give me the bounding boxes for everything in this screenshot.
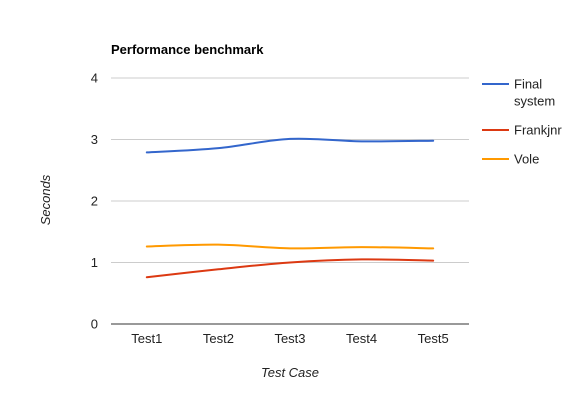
legend-label: Frankjnr xyxy=(514,123,562,138)
x-tick-label: Test4 xyxy=(346,331,377,346)
series-line-final-system xyxy=(145,137,435,154)
x-tick-label: Test5 xyxy=(418,331,449,346)
series-line-vole xyxy=(145,243,435,250)
y-tick-label: 4 xyxy=(91,71,98,86)
legend-label: Vole xyxy=(514,152,539,167)
x-tick-label: Test2 xyxy=(203,331,234,346)
legend-item-frankjnr: Frankjnr xyxy=(482,123,562,138)
series-line-frankjnr xyxy=(145,258,435,279)
series-lines xyxy=(145,137,435,279)
legend-item-vole: Vole xyxy=(482,152,539,167)
x-axis-title: Test Case xyxy=(261,365,319,380)
y-tick-label: 2 xyxy=(91,194,98,209)
legend-label: system xyxy=(514,94,555,109)
y-tick-label: 3 xyxy=(91,132,98,147)
y-tick-label: 1 xyxy=(91,255,98,270)
legend: Final system Frankjnr Vole xyxy=(482,77,562,167)
legend-label: Final xyxy=(514,77,542,92)
x-tick-label: Test3 xyxy=(274,331,305,346)
x-tick-label: Test1 xyxy=(131,331,162,346)
x-axis-ticks: Test1 Test2 Test3 Test4 Test5 xyxy=(131,331,448,346)
y-tick-label: 0 xyxy=(91,317,98,332)
y-axis-ticks: 0 1 2 3 4 xyxy=(91,71,98,332)
legend-item-final-system: Final system xyxy=(482,77,555,109)
chart-title: Performance benchmark xyxy=(111,42,264,57)
y-axis-title: Seconds xyxy=(38,174,53,225)
